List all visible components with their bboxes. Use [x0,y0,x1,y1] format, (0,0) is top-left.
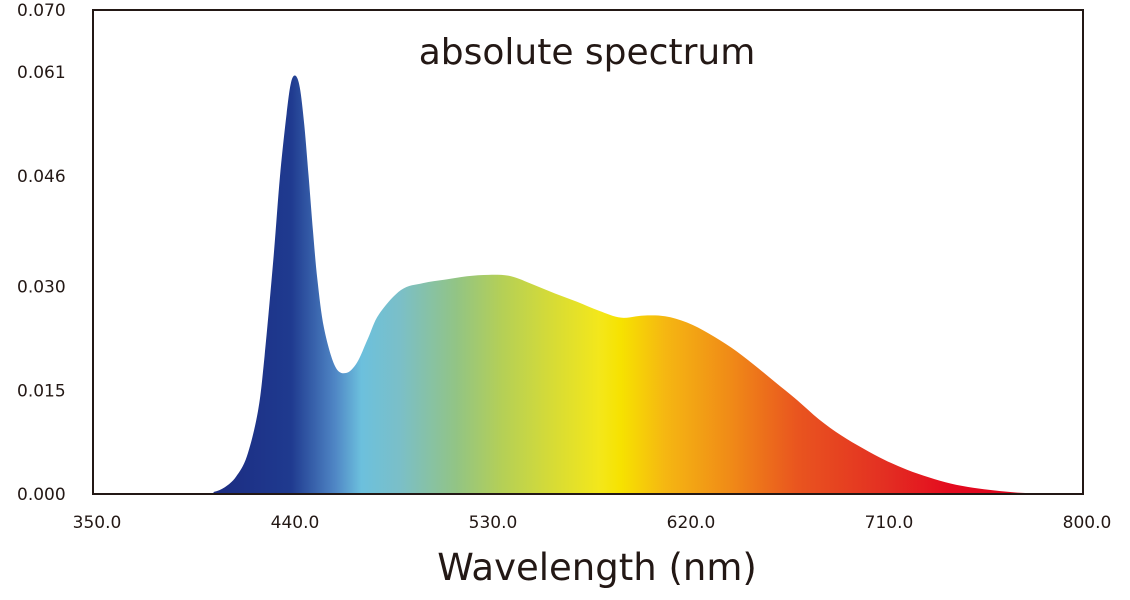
x-axis-title: Wavelength (nm) [437,546,757,589]
y-tick-label: 0.046 [17,167,66,187]
x-tick-label: 440.0 [271,513,320,533]
x-tick-label: 620.0 [667,513,716,533]
x-tick-label: 530.0 [469,513,518,533]
y-axis: 0.000 0.015 0.030 0.046 0.061 0.070 [17,1,66,505]
x-tick-label: 350.0 [73,513,122,533]
chart-title: absolute spectrum [419,32,756,73]
y-tick-label: 0.070 [17,1,66,21]
y-tick-label: 0.061 [17,63,66,83]
spectrum-area-0 [93,75,1083,494]
x-tick-label: 800.0 [1063,513,1112,533]
y-tick-label: 0.030 [17,278,66,298]
x-tick-label: 710.0 [865,513,914,533]
x-axis: 350.0 440.0 530.0 620.0 710.0 800.0 [73,513,1112,533]
plot-frame [92,9,1084,495]
y-tick-label: 0.015 [17,381,66,401]
y-tick-label: 0.000 [17,485,66,505]
